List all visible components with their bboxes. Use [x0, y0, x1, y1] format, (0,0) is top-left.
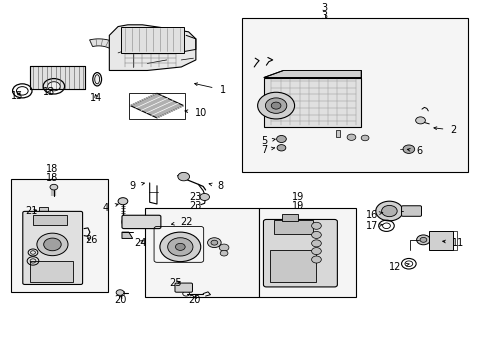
- Circle shape: [200, 193, 209, 201]
- Circle shape: [257, 92, 294, 119]
- Polygon shape: [122, 232, 132, 238]
- Text: 26: 26: [85, 235, 97, 245]
- Bar: [282, 214, 297, 221]
- Text: 1: 1: [194, 83, 225, 95]
- Bar: [269, 251, 315, 282]
- Bar: [428, 231, 452, 251]
- Bar: [129, 93, 184, 119]
- Ellipse shape: [122, 217, 128, 227]
- Text: 20: 20: [188, 294, 201, 305]
- Circle shape: [311, 231, 321, 238]
- Text: 15: 15: [11, 91, 23, 101]
- Circle shape: [277, 145, 285, 151]
- Circle shape: [311, 256, 321, 263]
- Circle shape: [47, 82, 60, 91]
- FancyBboxPatch shape: [175, 283, 192, 292]
- Ellipse shape: [175, 284, 180, 291]
- Circle shape: [276, 135, 286, 143]
- Circle shape: [415, 117, 425, 124]
- Text: 2: 2: [433, 125, 456, 135]
- Bar: [144, 207, 259, 297]
- Text: 4: 4: [102, 203, 118, 212]
- Circle shape: [311, 240, 321, 247]
- Polygon shape: [264, 71, 361, 77]
- Circle shape: [178, 172, 189, 181]
- Circle shape: [37, 233, 68, 256]
- FancyBboxPatch shape: [122, 215, 161, 229]
- Text: 9: 9: [129, 181, 144, 191]
- Text: 23: 23: [189, 201, 202, 211]
- Circle shape: [167, 238, 193, 256]
- Text: 17: 17: [365, 221, 382, 231]
- FancyBboxPatch shape: [401, 206, 421, 216]
- Bar: [259, 207, 356, 297]
- Bar: [335, 130, 339, 137]
- Text: 19: 19: [291, 201, 304, 211]
- Bar: [30, 261, 73, 282]
- Text: 22: 22: [171, 217, 192, 226]
- Circle shape: [220, 251, 227, 256]
- Circle shape: [175, 243, 185, 251]
- Circle shape: [419, 237, 426, 242]
- Text: 5: 5: [260, 136, 275, 147]
- Bar: [120, 27, 183, 53]
- Text: 20: 20: [114, 294, 126, 305]
- Text: 14: 14: [90, 93, 102, 103]
- Circle shape: [50, 184, 58, 190]
- Text: 13: 13: [43, 87, 55, 97]
- Circle shape: [416, 235, 429, 245]
- Text: 3: 3: [321, 3, 327, 13]
- Polygon shape: [130, 93, 183, 118]
- Text: 12: 12: [388, 262, 408, 272]
- Circle shape: [116, 290, 123, 295]
- Text: 18: 18: [46, 173, 59, 183]
- Text: 10: 10: [184, 108, 206, 118]
- Circle shape: [219, 244, 228, 251]
- Circle shape: [210, 240, 217, 245]
- FancyBboxPatch shape: [23, 211, 82, 284]
- Text: 8: 8: [209, 181, 223, 192]
- Bar: [273, 220, 312, 234]
- Circle shape: [311, 248, 321, 255]
- Circle shape: [271, 102, 281, 109]
- Bar: [242, 18, 467, 172]
- Bar: [39, 207, 48, 211]
- Circle shape: [402, 145, 414, 153]
- Circle shape: [346, 134, 355, 140]
- Bar: [11, 179, 108, 292]
- Circle shape: [361, 135, 368, 141]
- Polygon shape: [89, 39, 126, 55]
- Text: 11: 11: [442, 238, 464, 248]
- Text: 24: 24: [134, 238, 146, 248]
- Text: 18: 18: [46, 164, 59, 174]
- Text: 21: 21: [25, 206, 38, 216]
- Bar: [33, 215, 67, 225]
- Circle shape: [375, 201, 402, 221]
- Circle shape: [43, 238, 61, 251]
- Bar: [264, 77, 361, 127]
- Polygon shape: [109, 25, 196, 71]
- Text: 19: 19: [291, 192, 304, 202]
- Circle shape: [311, 222, 321, 229]
- Circle shape: [118, 198, 127, 205]
- Text: 23: 23: [189, 192, 202, 202]
- FancyBboxPatch shape: [263, 220, 337, 287]
- Text: 7: 7: [260, 145, 274, 155]
- Text: 25: 25: [169, 278, 182, 288]
- Circle shape: [160, 232, 201, 262]
- Text: 6: 6: [407, 146, 422, 156]
- Circle shape: [207, 238, 221, 248]
- Circle shape: [381, 206, 396, 217]
- Circle shape: [265, 98, 286, 113]
- Text: 16: 16: [365, 210, 382, 220]
- Ellipse shape: [95, 75, 100, 84]
- Text: 3: 3: [321, 11, 327, 21]
